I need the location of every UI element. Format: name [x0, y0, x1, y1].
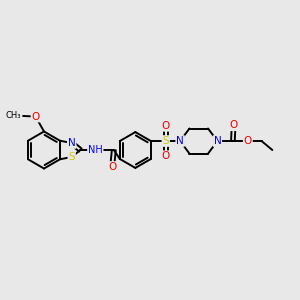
Text: N: N — [214, 136, 221, 146]
Text: N: N — [176, 136, 184, 146]
Text: S: S — [163, 136, 169, 146]
Text: N: N — [68, 138, 76, 148]
Text: O: O — [32, 112, 40, 122]
Text: O: O — [230, 120, 238, 130]
Text: O: O — [162, 121, 170, 131]
Text: O: O — [162, 151, 170, 161]
Text: NH: NH — [88, 145, 103, 155]
Text: O: O — [108, 162, 116, 172]
Text: S: S — [68, 152, 75, 162]
Text: CH₃: CH₃ — [5, 112, 21, 121]
Text: O: O — [244, 136, 252, 146]
